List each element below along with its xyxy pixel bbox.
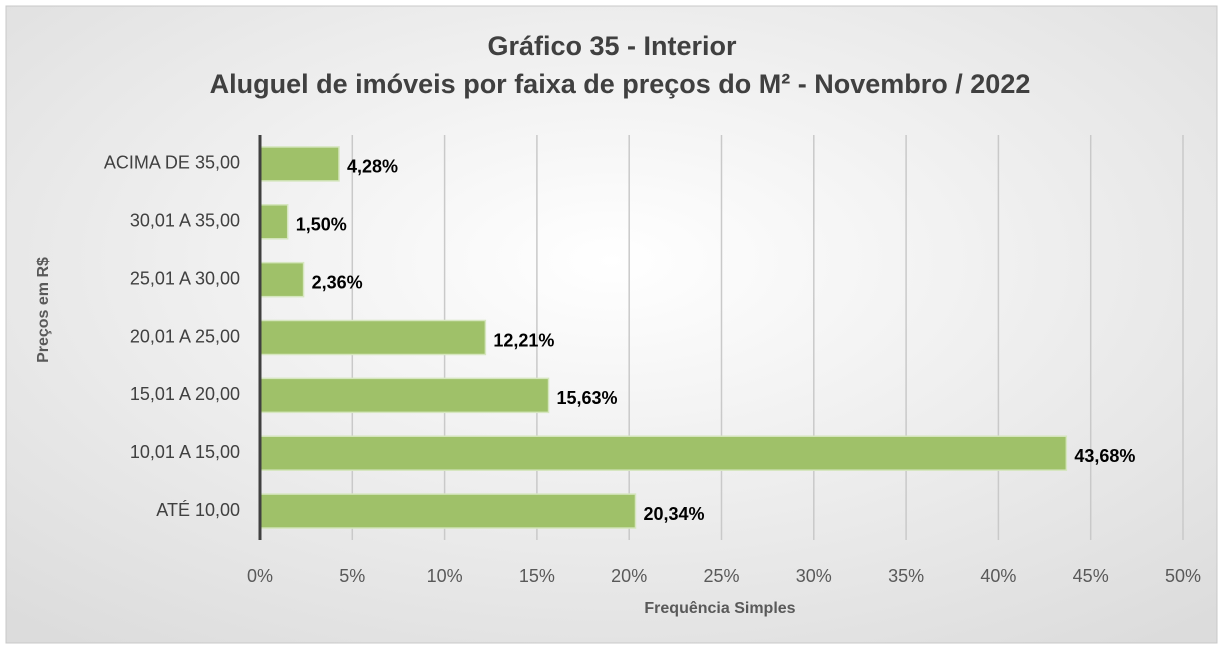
x-tick-label: 40% — [980, 566, 1016, 586]
y-tick-label: 25,01 A 30,00 — [130, 268, 240, 288]
bar — [259, 204, 289, 240]
bar — [259, 435, 1068, 471]
x-tick-label: 50% — [1165, 566, 1201, 586]
data-label: 20,34% — [643, 504, 704, 524]
x-tick-label: 30% — [796, 566, 832, 586]
x-tick-label: 5% — [339, 566, 365, 586]
chart-background — [5, 5, 1218, 644]
x-tick-label: 10% — [427, 566, 463, 586]
bar — [259, 319, 487, 356]
y-tick-label: 10,01 A 15,00 — [130, 442, 240, 462]
x-tick-label: 0% — [247, 566, 273, 586]
x-tick-label: 15% — [519, 566, 555, 586]
data-label: 2,36% — [312, 272, 363, 292]
bar — [259, 261, 305, 298]
y-axis-label: Preços em R$ — [35, 257, 52, 363]
y-tick-label: ACIMA DE 35,00 — [104, 153, 240, 173]
x-tick-label: 45% — [1073, 566, 1109, 586]
y-tick-label: 30,01 A 35,00 — [130, 211, 240, 231]
chart-subtitle: Aluguel de imóveis por faixa de preços d… — [210, 69, 1031, 99]
x-tick-label: 35% — [888, 566, 924, 586]
x-tick-label: 25% — [703, 566, 739, 586]
x-tick-label: 20% — [611, 566, 647, 586]
bar — [259, 377, 550, 414]
data-label: 1,50% — [296, 215, 347, 235]
data-label: 4,28% — [347, 157, 398, 177]
y-tick-label: 15,01 A 20,00 — [130, 384, 240, 404]
data-label: 43,68% — [1074, 446, 1135, 466]
x-axis-label: Frequência Simples — [644, 600, 795, 617]
data-label: 12,21% — [493, 330, 554, 350]
bar — [259, 146, 340, 182]
bar — [259, 493, 637, 529]
y-tick-label: ATÉ 10,00 — [156, 500, 240, 520]
y-tick-label: 20,01 A 25,00 — [130, 326, 240, 346]
data-label: 15,63% — [557, 388, 618, 408]
chart-title: Gráfico 35 - Interior — [487, 31, 737, 61]
